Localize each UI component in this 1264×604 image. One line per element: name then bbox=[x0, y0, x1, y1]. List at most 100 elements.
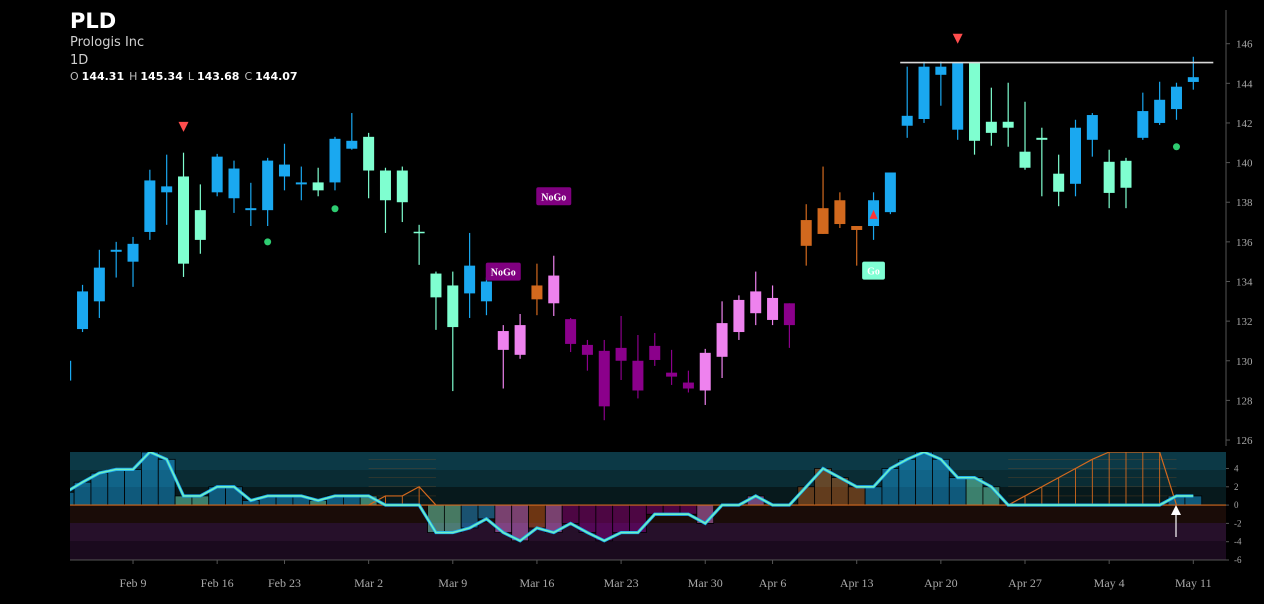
candle-body bbox=[245, 208, 257, 211]
band bbox=[70, 487, 1226, 505]
candle-body bbox=[1053, 173, 1065, 192]
indicator-bar bbox=[595, 504, 614, 542]
indicator-bar bbox=[443, 504, 462, 533]
ohlc-value: 145.34 bbox=[140, 70, 183, 83]
x-tick-label: May 4 bbox=[1094, 576, 1125, 590]
tag-label: NoGo bbox=[491, 268, 516, 279]
candle-body bbox=[396, 170, 408, 203]
x-tick-label: Mar 9 bbox=[438, 576, 467, 590]
indicator-bar bbox=[157, 458, 176, 506]
candle-body bbox=[413, 231, 425, 234]
indicator-y-tick-label: -6 bbox=[1234, 555, 1242, 565]
tag-label: Go bbox=[867, 267, 880, 278]
nogo-line bbox=[368, 486, 437, 506]
candle-body bbox=[295, 182, 307, 185]
nogo-line bbox=[1007, 452, 1178, 506]
x-tick-label: Feb 23 bbox=[268, 576, 301, 590]
indicator-bar bbox=[528, 504, 546, 529]
x-tick-label: Mar 16 bbox=[519, 576, 554, 590]
signal-dot bbox=[331, 205, 339, 213]
tag-label: NoGo bbox=[541, 192, 566, 203]
indicator-bar bbox=[982, 486, 1001, 506]
candle-body bbox=[346, 140, 358, 149]
ohlc-label: O bbox=[70, 70, 79, 83]
candle-body bbox=[834, 200, 846, 225]
indicator-bar bbox=[107, 468, 126, 506]
candle-body bbox=[228, 168, 240, 199]
x-tick-label: Mar 2 bbox=[354, 576, 383, 590]
x-tick-label: Feb 9 bbox=[120, 576, 147, 590]
ohlc-label: H bbox=[129, 70, 137, 83]
ticker: PLD bbox=[70, 9, 116, 33]
y-tick-label: 134 bbox=[1236, 276, 1253, 288]
candle-body bbox=[1103, 161, 1115, 193]
candle-body bbox=[1019, 151, 1031, 168]
candle-body bbox=[615, 347, 627, 361]
candle-body bbox=[110, 249, 122, 252]
candle-body bbox=[262, 160, 274, 211]
indicator-bar bbox=[864, 486, 883, 506]
candle-body bbox=[194, 210, 206, 240]
candle-body bbox=[379, 170, 391, 201]
candle-body bbox=[598, 350, 610, 407]
candle-body bbox=[767, 297, 779, 320]
tag-box bbox=[862, 261, 885, 280]
candle-body bbox=[666, 372, 678, 377]
candle-body bbox=[1187, 77, 1199, 82]
candle-body bbox=[783, 303, 795, 326]
candle-body bbox=[901, 115, 913, 126]
indicator-bands bbox=[70, 452, 1226, 560]
y-tick-label: 132 bbox=[1236, 316, 1253, 328]
indicator-y-tick-label: 4 bbox=[1234, 463, 1239, 473]
tag-box bbox=[485, 262, 521, 281]
candle-body bbox=[1036, 137, 1048, 140]
candle-body bbox=[211, 156, 223, 193]
y-tick-label: 126 bbox=[1236, 435, 1253, 447]
candle-body bbox=[93, 267, 105, 302]
candle-body bbox=[1154, 99, 1166, 123]
ohlc-label: C bbox=[244, 70, 252, 83]
candle-body bbox=[548, 275, 560, 304]
band bbox=[70, 523, 1226, 541]
indicator-bar bbox=[477, 504, 496, 520]
candle-body bbox=[1002, 121, 1014, 128]
band bbox=[70, 470, 1226, 487]
band bbox=[70, 541, 1226, 560]
signal-dot bbox=[264, 238, 272, 246]
candle-body bbox=[952, 62, 964, 130]
x-tick-label: Feb 16 bbox=[201, 576, 234, 590]
candle-body bbox=[127, 243, 139, 262]
ohlc-value: 144.31 bbox=[82, 70, 124, 83]
candle-body bbox=[851, 226, 863, 230]
candle-body bbox=[716, 323, 728, 357]
indicator-y-tick-label: 2 bbox=[1234, 482, 1239, 492]
candle-body bbox=[497, 331, 509, 350]
candle-body bbox=[178, 176, 190, 264]
indicator-bar bbox=[915, 452, 933, 506]
company-name: Prologis Inc bbox=[70, 35, 144, 50]
indicator-y-tick-label: -4 bbox=[1234, 537, 1242, 547]
header: PLD Prologis Inc 1D O 144.31 H 145.34 L 143.6… bbox=[70, 9, 298, 83]
candle-body bbox=[1170, 86, 1182, 110]
x-tick-label: May 11 bbox=[1175, 576, 1212, 590]
candle-body bbox=[733, 299, 745, 333]
candle-body bbox=[480, 281, 492, 302]
indicator-bar bbox=[124, 468, 142, 506]
candle-body bbox=[632, 360, 644, 391]
candle-body bbox=[1120, 160, 1132, 188]
candle-body bbox=[531, 285, 543, 300]
indicator-bar bbox=[612, 504, 630, 533]
indicator-bar bbox=[561, 504, 580, 524]
candle-body bbox=[312, 182, 324, 191]
candle-body bbox=[514, 325, 526, 355]
y-tick-label: 136 bbox=[1236, 237, 1253, 249]
y-tick-label: 138 bbox=[1236, 197, 1253, 209]
candle-body bbox=[699, 352, 711, 391]
candle-body bbox=[329, 138, 341, 183]
candle-body bbox=[817, 208, 829, 234]
candle-body bbox=[447, 285, 459, 328]
indicator-y-tick-label: 0 bbox=[1234, 500, 1239, 510]
candle-body bbox=[935, 66, 947, 75]
